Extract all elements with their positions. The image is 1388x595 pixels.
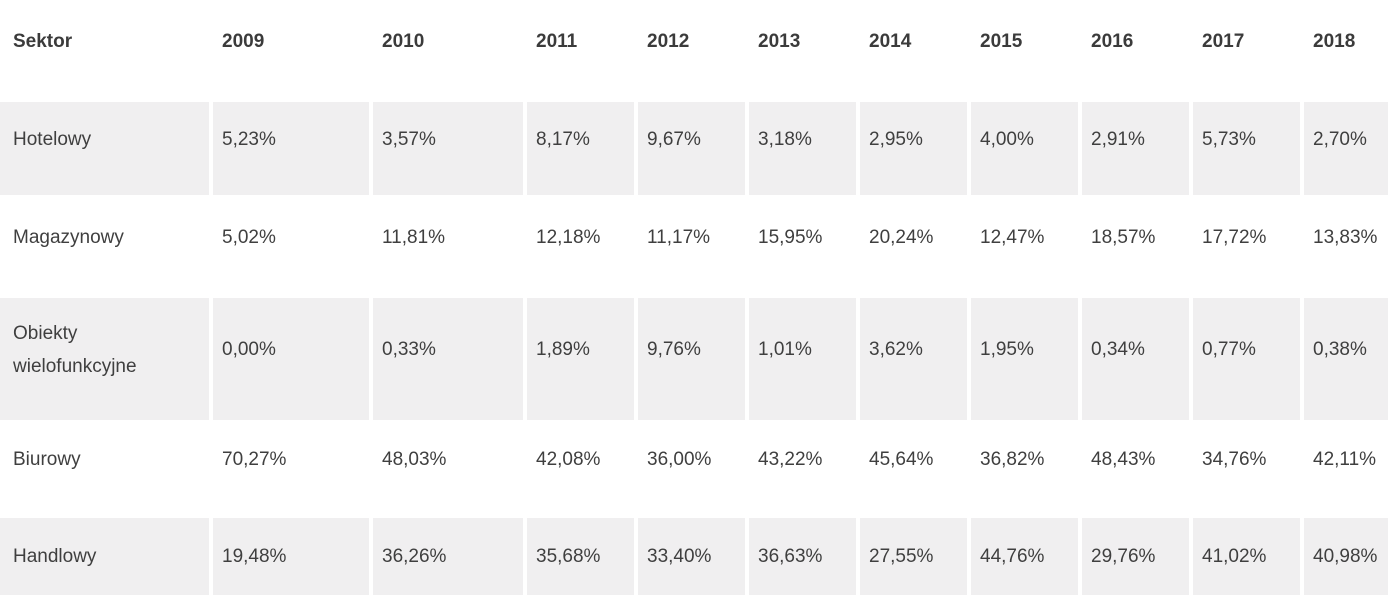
table-cell: 1,89% [523,298,634,420]
column-header: 2015 [967,0,1078,102]
row-label: Handlowy [0,518,209,595]
table-cell: 4,00% [967,102,1078,195]
table-cell: 9,76% [634,298,745,420]
table-cell: 3,57% [369,102,523,195]
column-header: 2016 [1078,0,1189,102]
column-header: 2009 [209,0,369,102]
table-cell: 41,02% [1189,518,1300,595]
table-cell: 36,26% [369,518,523,595]
table-cell: 42,08% [523,420,634,518]
table-cell: 36,00% [634,420,745,518]
table-cell: 43,22% [745,420,856,518]
row-label-text: Biurowy [13,449,81,471]
column-header: 2017 [1189,0,1300,102]
column-header: 2018 [1300,0,1388,102]
table-cell: 19,48% [209,518,369,595]
table-cell: 5,73% [1189,102,1300,195]
table-cell: 11,81% [369,195,523,298]
table-cell: 70,27% [209,420,369,518]
table-cell: 8,17% [523,102,634,195]
table-cell: 18,57% [1078,195,1189,298]
table-cell: 27,55% [856,518,967,595]
row-label-text: Hotelowy [13,128,92,150]
row-label: Biurowy [0,420,209,518]
table-cell: 3,62% [856,298,967,420]
table-cell: 45,64% [856,420,967,518]
table-row: Magazynowy 5,02% 11,81% 12,18% 11,17% 15… [0,195,1388,298]
row-label: Hotelowy [0,102,209,195]
table-cell: 13,83% [1300,195,1388,298]
row-label: Obiekty wielofunkcyjne [0,298,209,420]
column-header-sektor: Sektor [13,31,73,53]
table-row: Handlowy 19,48% 36,26% 35,68% 33,40% 36,… [0,518,1388,595]
table-cell: 48,43% [1078,420,1189,518]
table-cell: 0,00% [209,298,369,420]
table-cell: 33,40% [634,518,745,595]
table-cell: 20,24% [856,195,967,298]
table-cell: 12,18% [523,195,634,298]
column-header: 2013 [745,0,856,102]
table-row: Biurowy 70,27% 48,03% 42,08% 36,00% 43,2… [0,420,1388,518]
table-cell: 11,17% [634,195,745,298]
table-cell: 42,11% [1300,420,1388,518]
table-cell: 3,18% [745,102,856,195]
table-cell: 0,38% [1300,298,1388,420]
table-cell: 5,23% [209,102,369,195]
table-row: Hotelowy 5,23% 3,57% 8,17% 9,67% 3,18% 2… [0,102,1388,195]
row-label: Magazynowy [0,195,209,298]
table-cell: 2,91% [1078,102,1189,195]
table-cell: 48,03% [369,420,523,518]
table-cell: 12,47% [967,195,1078,298]
row-label-text: Magazynowy [13,226,124,248]
column-header: 2014 [856,0,967,102]
table-row: Obiekty wielofunkcyjne 0,00% 0,33% 1,89%… [0,298,1388,420]
header-row: Sektor 2009 2010 2011 2012 2013 2014 201… [0,0,1388,102]
table-cell: 17,72% [1189,195,1300,298]
table-cell: 2,95% [856,102,967,195]
table-cell: 29,76% [1078,518,1189,595]
table-cell: 0,77% [1189,298,1300,420]
row-label-text: Obiekty wielofunkcyjne [13,322,137,377]
table-cell: 2,70% [1300,102,1388,195]
table-cell: 0,34% [1078,298,1189,420]
table-cell: 36,63% [745,518,856,595]
table-cell: 0,33% [369,298,523,420]
row-label-text: Handlowy [13,545,97,567]
table-cell: 1,95% [967,298,1078,420]
table-cell: 35,68% [523,518,634,595]
table-cell: 15,95% [745,195,856,298]
table-cell: 36,82% [967,420,1078,518]
table-cell: 40,98% [1300,518,1388,595]
table-cell: 34,76% [1189,420,1300,518]
column-header: 2010 [369,0,523,102]
table-cell: 9,67% [634,102,745,195]
table-cell: 1,01% [745,298,856,420]
table-cell: 5,02% [209,195,369,298]
table-cell: 44,76% [967,518,1078,595]
column-header: 2012 [634,0,745,102]
column-header: 2011 [523,0,634,102]
